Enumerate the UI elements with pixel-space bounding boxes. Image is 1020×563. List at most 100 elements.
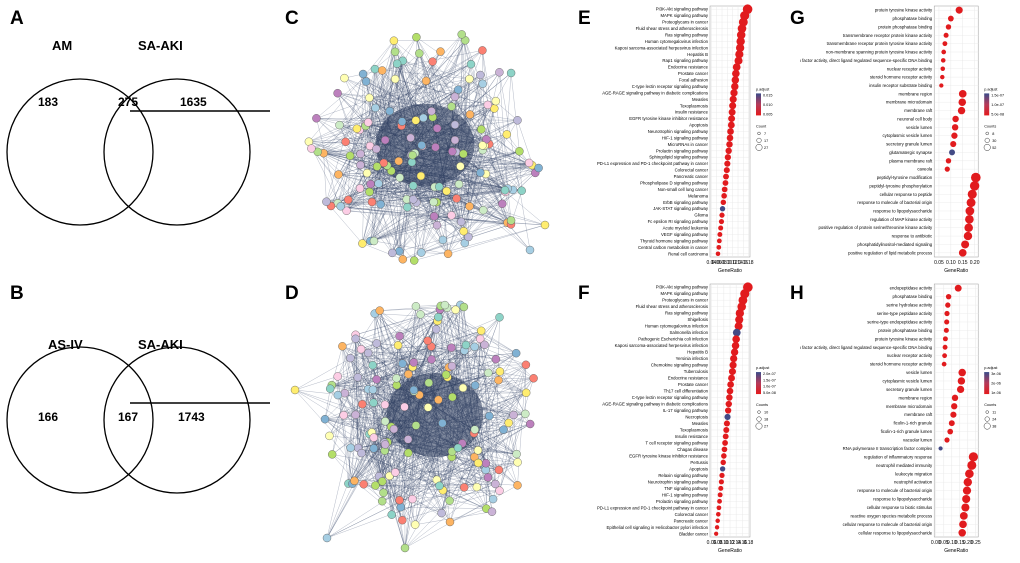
network-node[interactable]	[452, 306, 460, 314]
network-node[interactable]	[334, 372, 342, 380]
network-node[interactable]	[396, 174, 404, 182]
network-node[interactable]	[535, 164, 543, 172]
network-node[interactable]	[510, 411, 518, 419]
network-node[interactable]	[479, 141, 487, 149]
network-node[interactable]	[370, 434, 378, 442]
network-node[interactable]	[432, 143, 440, 151]
network-node[interactable]	[342, 138, 350, 146]
network-node[interactable]	[323, 534, 331, 542]
network-node[interactable]	[357, 345, 365, 353]
network-node[interactable]	[433, 221, 441, 229]
network-node[interactable]	[370, 444, 378, 452]
network-node[interactable]	[378, 497, 386, 505]
network-node[interactable]	[459, 150, 467, 158]
network-node[interactable]	[410, 257, 418, 265]
network-node[interactable]	[354, 373, 362, 381]
network-node[interactable]	[357, 161, 365, 169]
network-node[interactable]	[325, 432, 333, 440]
network-node[interactable]	[404, 449, 412, 457]
network-node[interactable]	[444, 250, 452, 258]
network-node[interactable]	[447, 344, 455, 352]
network-node[interactable]	[417, 249, 425, 257]
network-node[interactable]	[340, 411, 348, 419]
network-node[interactable]	[399, 255, 407, 263]
network-node[interactable]	[388, 511, 396, 519]
network-node[interactable]	[373, 163, 381, 171]
network-node[interactable]	[496, 368, 504, 376]
network-node[interactable]	[390, 37, 398, 45]
network-node[interactable]	[377, 200, 385, 208]
network-node[interactable]	[338, 342, 346, 350]
network-node[interactable]	[441, 301, 449, 309]
network-node[interactable]	[395, 157, 403, 165]
network-node[interactable]	[514, 481, 522, 489]
network-node[interactable]	[438, 509, 446, 517]
network-node[interactable]	[476, 169, 484, 177]
network-node[interactable]	[496, 313, 504, 321]
network-node[interactable]	[393, 374, 401, 382]
network-node[interactable]	[409, 195, 417, 203]
network-node[interactable]	[434, 396, 442, 404]
network-node[interactable]	[322, 198, 330, 206]
network-node[interactable]	[471, 426, 479, 434]
network-node[interactable]	[495, 68, 503, 76]
network-node[interactable]	[358, 449, 366, 457]
network-node[interactable]	[391, 48, 399, 56]
network-node[interactable]	[466, 111, 474, 119]
network-node[interactable]	[505, 419, 513, 427]
network-node[interactable]	[335, 171, 343, 179]
network-node[interactable]	[376, 307, 384, 315]
network-node[interactable]	[340, 74, 348, 82]
network-node[interactable]	[495, 376, 503, 384]
network-node[interactable]	[366, 188, 374, 196]
network-node[interactable]	[326, 385, 334, 393]
network-node[interactable]	[439, 236, 447, 244]
network-node[interactable]	[386, 107, 394, 115]
network-node[interactable]	[448, 148, 456, 156]
network-node[interactable]	[417, 172, 425, 180]
network-node[interactable]	[291, 386, 299, 394]
network-node[interactable]	[410, 359, 418, 367]
network-node[interactable]	[371, 482, 379, 490]
network-node[interactable]	[407, 134, 415, 142]
network-node[interactable]	[334, 89, 342, 97]
network-node[interactable]	[373, 375, 381, 383]
network-node[interactable]	[399, 360, 407, 368]
network-node[interactable]	[515, 147, 523, 155]
network-node[interactable]	[410, 386, 418, 394]
network-node[interactable]	[437, 48, 445, 56]
network-node[interactable]	[481, 341, 489, 349]
network-node[interactable]	[522, 361, 530, 369]
network-node[interactable]	[498, 200, 506, 208]
network-node[interactable]	[429, 58, 437, 66]
network-node[interactable]	[396, 332, 404, 340]
network-node[interactable]	[526, 420, 534, 428]
network-node[interactable]	[438, 419, 446, 427]
network-node[interactable]	[434, 313, 442, 321]
network-node[interactable]	[489, 495, 497, 503]
network-node[interactable]	[465, 75, 473, 83]
network-node[interactable]	[454, 86, 462, 94]
network-node[interactable]	[451, 121, 459, 129]
network-node[interactable]	[482, 459, 490, 467]
network-node[interactable]	[454, 444, 462, 452]
network-node[interactable]	[391, 468, 399, 476]
network-node[interactable]	[448, 393, 456, 401]
network-node[interactable]	[530, 374, 538, 382]
network-node[interactable]	[388, 249, 396, 257]
network-node[interactable]	[428, 355, 436, 363]
network-node[interactable]	[364, 118, 372, 126]
network-node[interactable]	[522, 389, 530, 397]
network-node[interactable]	[368, 198, 376, 206]
network-node[interactable]	[477, 125, 485, 133]
network-node[interactable]	[495, 466, 503, 474]
network-node[interactable]	[501, 186, 509, 194]
network-node[interactable]	[541, 221, 549, 229]
network-node[interactable]	[408, 495, 416, 503]
network-node[interactable]	[362, 78, 370, 86]
network-node[interactable]	[370, 399, 378, 407]
network-node[interactable]	[488, 508, 496, 516]
network-node[interactable]	[473, 483, 481, 491]
network-node[interactable]	[453, 195, 461, 203]
network-node[interactable]	[371, 104, 379, 112]
